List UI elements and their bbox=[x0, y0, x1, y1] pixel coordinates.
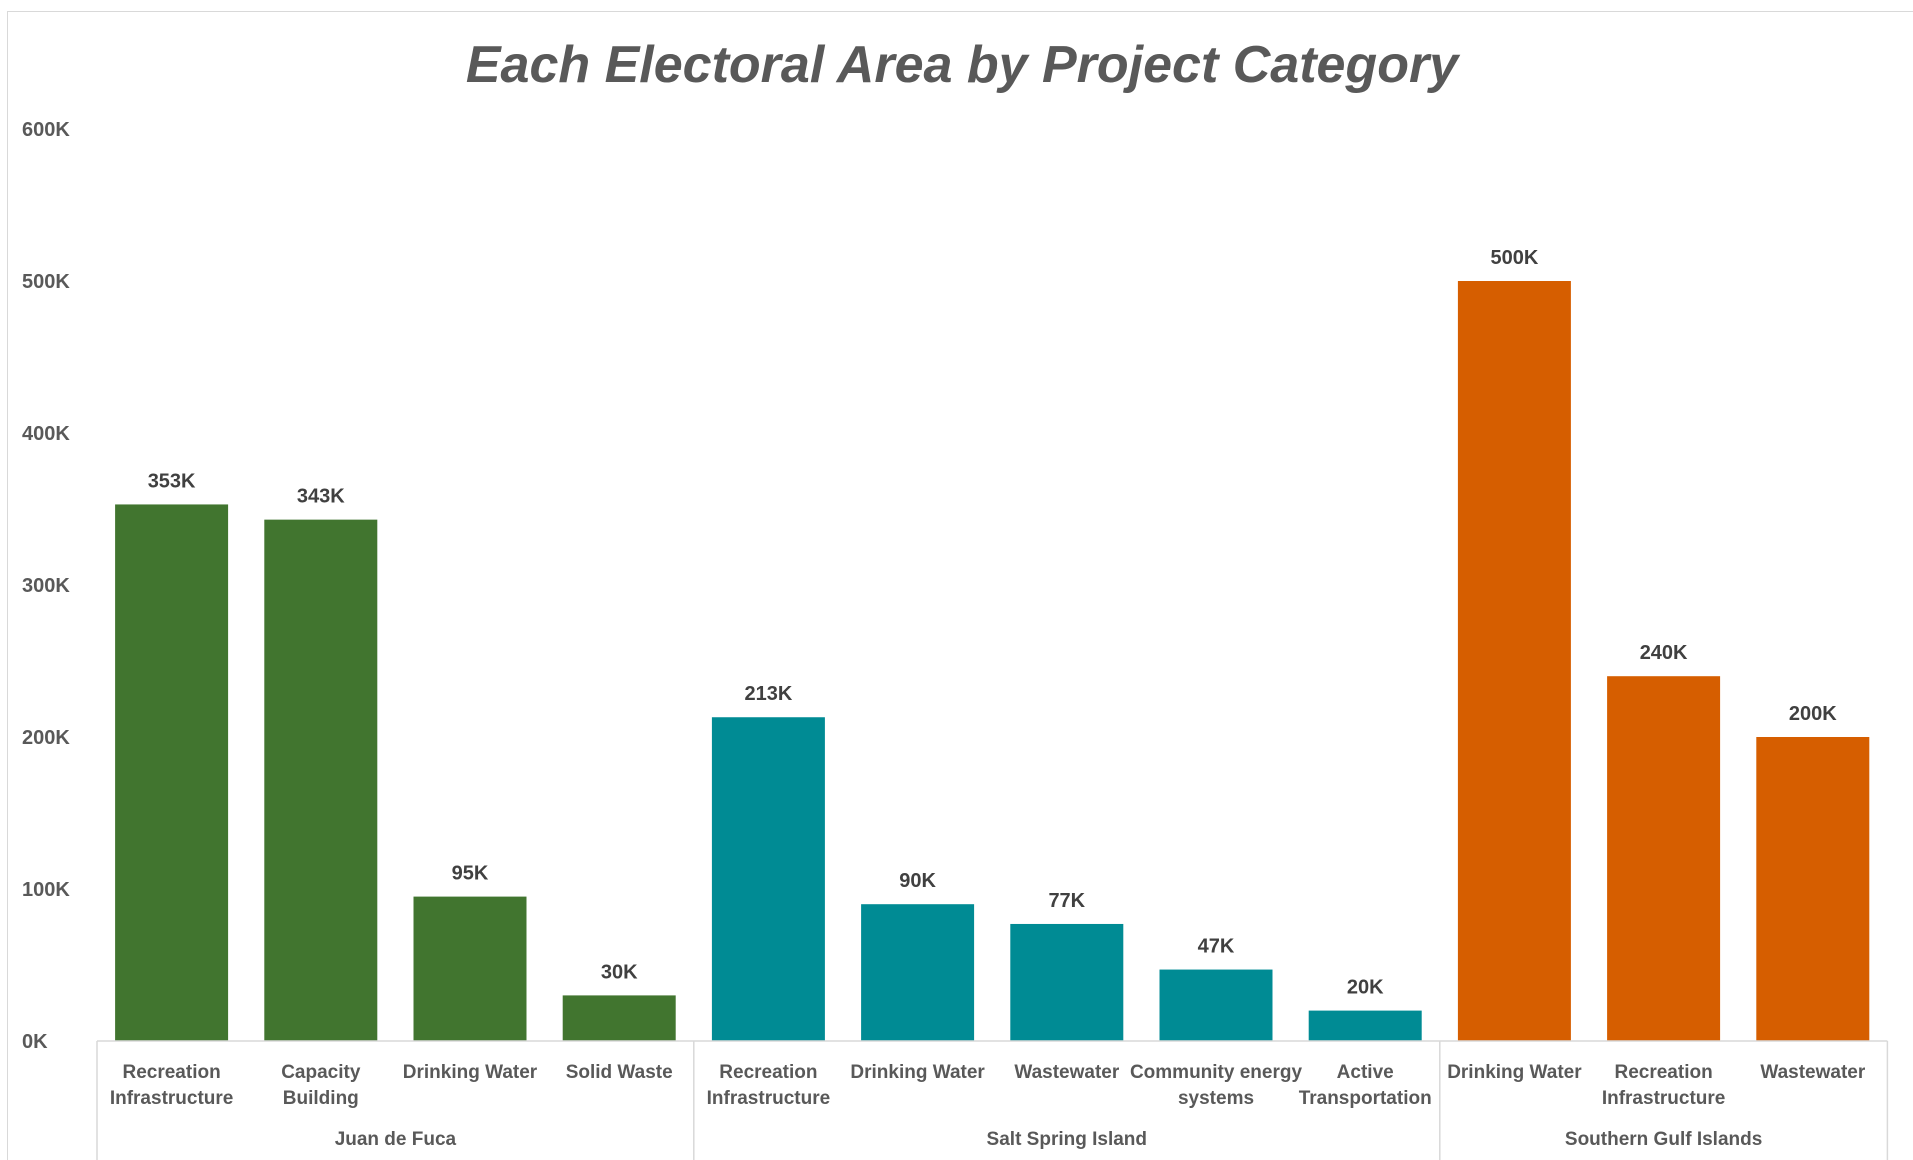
bar bbox=[1607, 676, 1721, 1041]
bar bbox=[264, 519, 378, 1041]
bar bbox=[413, 896, 527, 1041]
x-category-label: Active Transportation bbox=[1299, 1062, 1432, 1109]
y-tick-label: 400K bbox=[22, 423, 70, 445]
data-label: 20K bbox=[1347, 977, 1384, 999]
x-category-label: Capacity Building bbox=[281, 1062, 361, 1109]
chart-frame bbox=[7, 11, 1913, 1160]
data-label: 213K bbox=[744, 683, 792, 705]
bar bbox=[861, 904, 975, 1041]
data-label: 500K bbox=[1490, 247, 1538, 269]
bar bbox=[1756, 737, 1870, 1041]
y-axis-ticks: 0K 100K 200K 300K 400K 500K 600K bbox=[22, 119, 70, 1053]
data-label: 95K bbox=[452, 863, 489, 885]
data-label: 200K bbox=[1789, 703, 1837, 725]
x-category-label: Drinking Water bbox=[850, 1062, 985, 1083]
y-tick-label: 300K bbox=[22, 575, 70, 597]
y-tick-label: 200K bbox=[22, 727, 70, 749]
x-group-label: Salt Spring Island bbox=[987, 1129, 1147, 1150]
x-category-label: Drinking Water bbox=[403, 1062, 538, 1083]
bar bbox=[562, 995, 676, 1041]
x-axis: Recreation Infrastructure Capacity Building… bbox=[96, 1040, 1889, 1160]
chart-title: Each Electoral Area by Project Category bbox=[466, 36, 1461, 94]
x-group-label: Juan de Fuca bbox=[335, 1129, 457, 1150]
x-category-label: Solid Waste bbox=[566, 1062, 673, 1083]
x-category-label: Recreation Infrastructure bbox=[110, 1062, 234, 1109]
x-category-label: Community energy systems bbox=[1130, 1062, 1303, 1109]
y-tick-label: 0K bbox=[22, 1031, 48, 1053]
data-label: 30K bbox=[601, 961, 638, 983]
data-label: 47K bbox=[1198, 936, 1235, 958]
x-category-label: Wastewater bbox=[1760, 1062, 1865, 1083]
data-labels: 353K 343K 95K 30K 213K 90K 77K 47K 20K 500K 240K 20… bbox=[148, 247, 1838, 999]
y-tick-label: 100K bbox=[22, 879, 70, 901]
bar bbox=[115, 504, 229, 1041]
x-group-label: Southern Gulf Islands bbox=[1565, 1129, 1762, 1150]
y-tick-label: 500K bbox=[22, 271, 70, 293]
bar bbox=[1010, 923, 1124, 1041]
data-label: 343K bbox=[297, 486, 345, 508]
x-category-label: Wastewater bbox=[1014, 1062, 1119, 1083]
x-category-label: Recreation Infrastructure bbox=[707, 1062, 831, 1109]
bar bbox=[1457, 281, 1571, 1041]
y-tick-label: 600K bbox=[22, 119, 70, 141]
data-label: 90K bbox=[899, 870, 936, 892]
bar bbox=[711, 717, 825, 1041]
data-label: 77K bbox=[1048, 890, 1085, 912]
x-category-label: Recreation Infrastructure bbox=[1602, 1062, 1726, 1109]
x-category-label: Drinking Water bbox=[1447, 1062, 1582, 1083]
data-label: 240K bbox=[1640, 642, 1688, 664]
data-label: 353K bbox=[148, 470, 196, 492]
bar bbox=[1308, 1010, 1422, 1041]
bars bbox=[115, 281, 1870, 1041]
bar bbox=[1159, 969, 1273, 1041]
